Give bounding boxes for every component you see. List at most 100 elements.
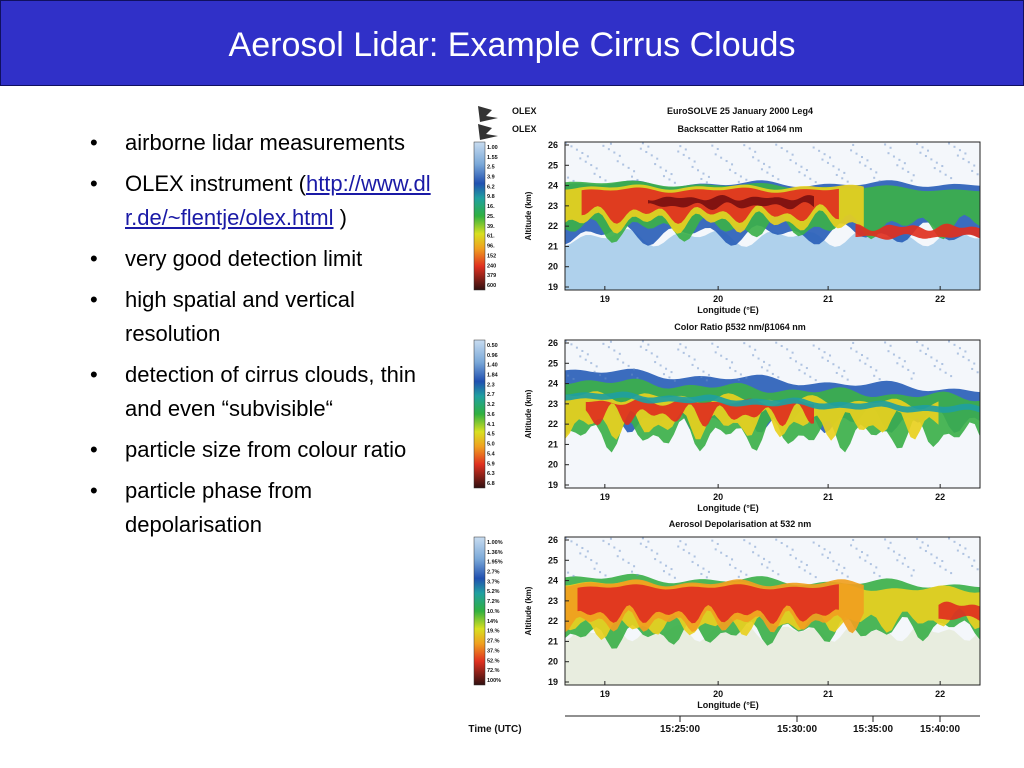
noise (579, 552, 582, 555)
noise (939, 368, 942, 371)
noise (636, 573, 639, 576)
bullet-text: particle size from colour ratio (125, 437, 407, 462)
time-tick-label: 15:40:00 (920, 724, 960, 735)
noise (613, 546, 616, 549)
noise (818, 544, 821, 547)
noise (910, 574, 913, 577)
signal-band (577, 584, 839, 624)
noise (958, 149, 961, 152)
noise (670, 371, 673, 374)
noise (812, 344, 815, 347)
y-tick-label: 19 (548, 282, 558, 292)
noise (967, 556, 970, 559)
noise (659, 561, 662, 564)
noise (748, 542, 751, 545)
noise (852, 341, 855, 344)
noise (627, 166, 630, 169)
noise (921, 541, 924, 544)
noise (665, 367, 668, 370)
noise (575, 543, 578, 546)
noise (976, 173, 979, 176)
colorbar-label: 1.84 (487, 373, 499, 379)
noise (586, 353, 589, 356)
noise (618, 549, 621, 552)
logo-label: OLEX (512, 106, 537, 116)
noise (768, 166, 771, 169)
noise (599, 571, 602, 574)
noise (679, 540, 682, 543)
colorbar-label: 37.% (487, 648, 500, 654)
noise (618, 352, 621, 355)
noise (609, 340, 612, 343)
noise (896, 164, 899, 167)
noise (780, 344, 783, 347)
y-tick-label: 26 (548, 535, 558, 545)
noise (892, 353, 895, 356)
noise (745, 178, 748, 181)
noise (903, 360, 906, 363)
noise (941, 363, 944, 366)
noise (873, 374, 876, 377)
link[interactable]: http://www.dlr.de/~flentje/olex.html (125, 171, 431, 230)
noise (887, 547, 890, 550)
colorbar-label: 14% (487, 619, 498, 625)
noise (700, 177, 703, 180)
noise (971, 564, 974, 567)
noise (921, 146, 924, 149)
noise (684, 543, 687, 546)
noise (763, 557, 766, 560)
colorbar (473, 141, 486, 291)
noise (878, 180, 881, 183)
noise (829, 354, 832, 357)
y-tick-label: 24 (548, 379, 558, 389)
noise (878, 575, 881, 578)
noise (901, 365, 904, 368)
colorbar-label: 39. (487, 224, 495, 230)
noise (641, 340, 644, 343)
noise (823, 351, 826, 354)
noise (682, 153, 685, 156)
noise (714, 351, 717, 354)
noise (933, 562, 936, 565)
noise (912, 174, 915, 177)
noise (725, 160, 728, 163)
colorbar-label: 6.8 (487, 481, 495, 487)
noise (622, 163, 625, 166)
noise (948, 340, 951, 343)
colorbar-label: 5.0 (487, 442, 495, 448)
x-tick-label: 20 (713, 492, 723, 502)
noise (873, 176, 876, 179)
bullet: particle phase from depolarisation (90, 474, 435, 542)
noise (869, 366, 872, 369)
noise (775, 143, 778, 146)
noise (864, 559, 867, 562)
noise (631, 373, 634, 376)
colorbar-label: 3.7% (487, 579, 500, 585)
noise (919, 546, 922, 549)
noise (728, 563, 731, 566)
colorbar-label: 10.% (487, 609, 500, 615)
noise (791, 351, 794, 354)
noise (771, 174, 774, 177)
noise (826, 359, 829, 362)
noise (866, 357, 869, 360)
noise (873, 571, 876, 574)
noise (901, 167, 904, 170)
noise (705, 181, 708, 184)
noise (919, 349, 922, 352)
y-tick-label: 22 (548, 419, 558, 429)
x-axis-label: Longitude (°E) (697, 700, 759, 710)
y-tick-label: 19 (548, 480, 558, 490)
noise (604, 574, 607, 577)
noise (645, 546, 648, 549)
noise (734, 172, 737, 175)
colorbar-label: 2.7% (487, 570, 500, 576)
x-axis-label: Longitude (°E) (697, 503, 759, 513)
noise (910, 377, 913, 380)
noise (803, 174, 806, 177)
noise (599, 176, 602, 179)
y-tick-label: 25 (548, 358, 558, 368)
x-tick-label: 19 (600, 689, 610, 699)
colorbar-label: 7.2% (487, 599, 500, 605)
bullet: OLEX instrument (http://www.dlr.de/~flen… (90, 167, 435, 235)
